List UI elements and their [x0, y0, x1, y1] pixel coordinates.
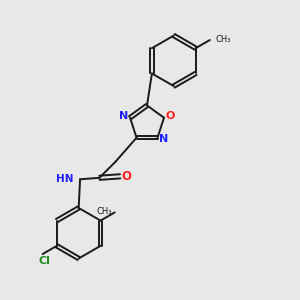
Text: O: O	[122, 170, 132, 183]
Text: HN: HN	[56, 174, 74, 184]
Text: N: N	[119, 111, 128, 121]
Text: N: N	[159, 134, 169, 144]
Text: Cl: Cl	[38, 256, 50, 266]
Text: CH₃: CH₃	[215, 35, 231, 44]
Text: O: O	[166, 111, 175, 121]
Text: CH₃: CH₃	[96, 207, 112, 216]
